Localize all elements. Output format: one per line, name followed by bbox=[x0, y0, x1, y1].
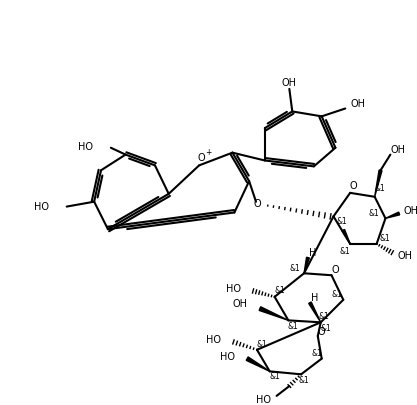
Text: &1: &1 bbox=[311, 349, 322, 358]
Polygon shape bbox=[374, 170, 382, 197]
Polygon shape bbox=[385, 212, 399, 218]
Text: &1: &1 bbox=[256, 340, 267, 350]
Text: O: O bbox=[349, 181, 357, 191]
Text: HO: HO bbox=[34, 202, 49, 211]
Text: &1: &1 bbox=[368, 209, 379, 218]
Text: HO: HO bbox=[78, 142, 93, 152]
Text: H: H bbox=[311, 293, 319, 303]
Polygon shape bbox=[309, 302, 321, 322]
Text: HO: HO bbox=[220, 352, 235, 362]
Text: H: H bbox=[309, 248, 317, 258]
Text: &1: &1 bbox=[274, 286, 285, 295]
Text: O: O bbox=[332, 265, 339, 275]
Text: OH: OH bbox=[351, 98, 365, 109]
Text: O: O bbox=[197, 153, 205, 162]
Text: &1: &1 bbox=[320, 324, 331, 333]
Text: &1: &1 bbox=[340, 247, 351, 256]
Polygon shape bbox=[246, 357, 270, 371]
Text: OH: OH bbox=[282, 78, 297, 88]
Text: O: O bbox=[318, 327, 326, 337]
Text: OH: OH bbox=[233, 298, 248, 309]
Text: &1: &1 bbox=[290, 264, 301, 273]
Text: HO: HO bbox=[226, 284, 241, 294]
Text: &1: &1 bbox=[269, 372, 280, 381]
Text: &1: &1 bbox=[299, 376, 309, 385]
Text: &1: &1 bbox=[331, 290, 342, 299]
Text: +: + bbox=[205, 148, 211, 157]
Text: OH: OH bbox=[391, 145, 406, 155]
Text: HO: HO bbox=[206, 335, 221, 345]
Polygon shape bbox=[342, 230, 350, 244]
Text: &1: &1 bbox=[288, 322, 299, 331]
Polygon shape bbox=[259, 307, 289, 320]
Text: OH: OH bbox=[404, 207, 417, 217]
Text: O: O bbox=[253, 198, 261, 209]
Polygon shape bbox=[304, 257, 309, 273]
Text: &1: &1 bbox=[318, 312, 329, 321]
Text: OH: OH bbox=[397, 251, 412, 261]
Text: HO: HO bbox=[256, 395, 271, 405]
Text: &1: &1 bbox=[374, 184, 385, 194]
Text: &1: &1 bbox=[379, 234, 390, 243]
Text: &1: &1 bbox=[337, 217, 348, 226]
